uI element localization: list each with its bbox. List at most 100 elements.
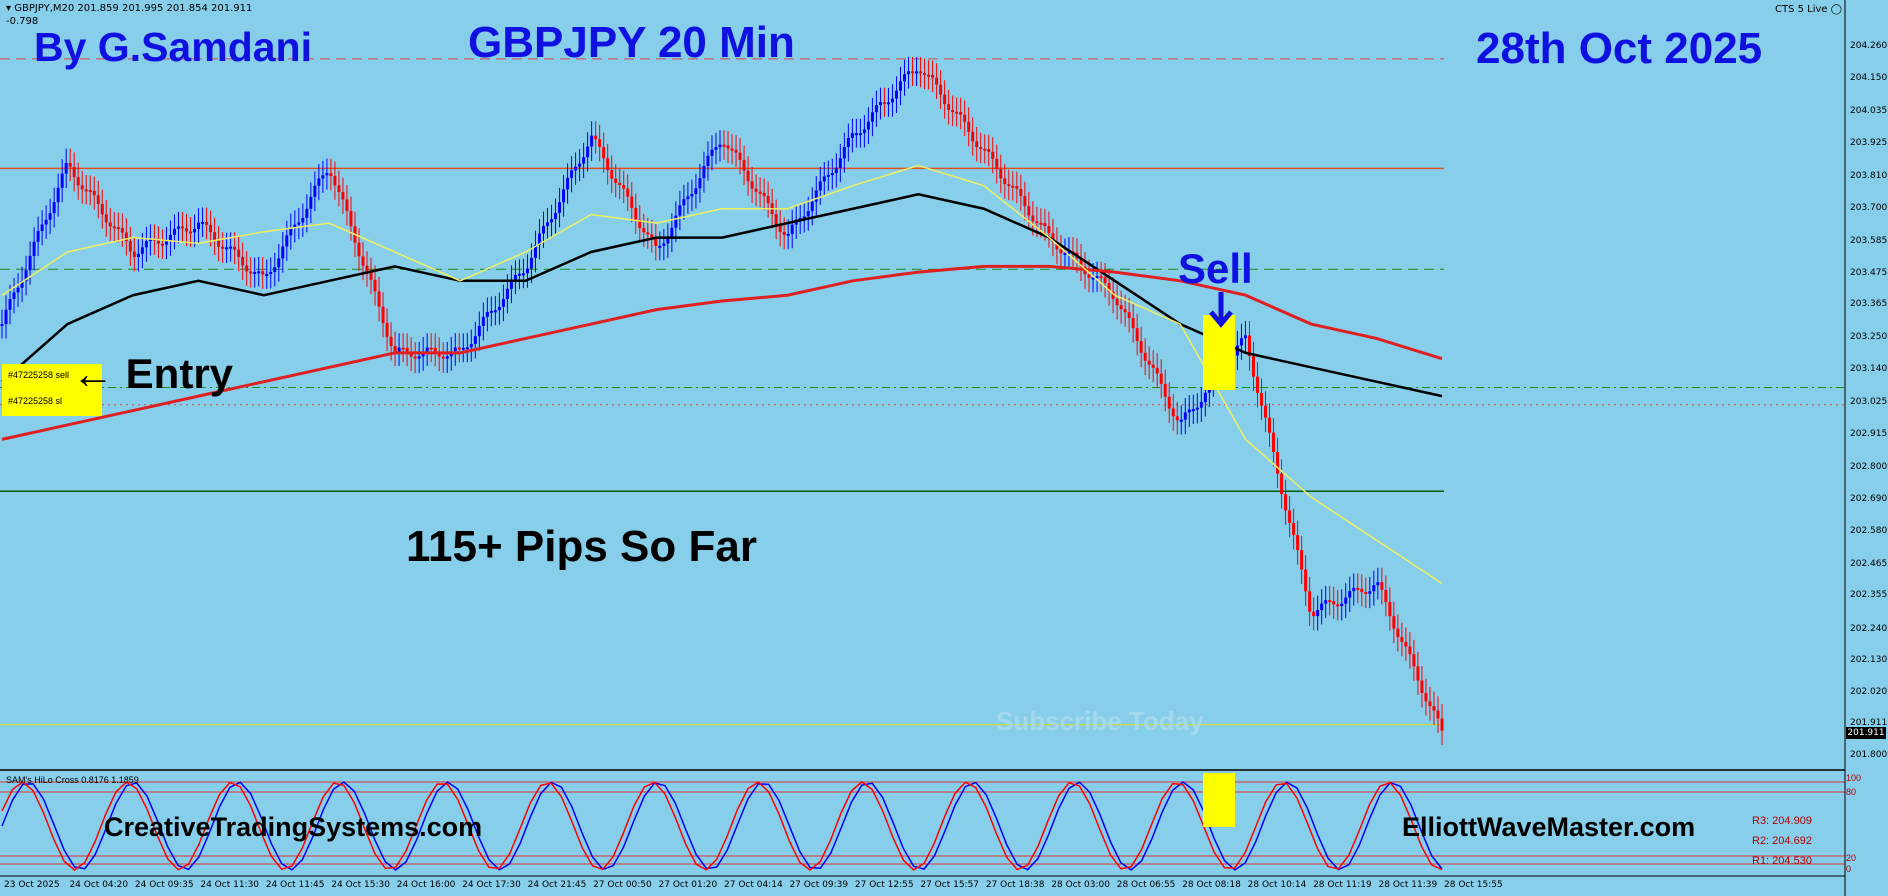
- bear-bar-body: [626, 188, 630, 197]
- bear-bar-body: [1055, 241, 1059, 250]
- bear-bar-body: [1103, 277, 1107, 284]
- time-tick-label: 28 Oct 11:19: [1313, 880, 1372, 890]
- bear-bar-body: [345, 199, 349, 211]
- bull-bar-body: [297, 222, 301, 225]
- bear-bar-body: [337, 185, 341, 193]
- bull-bar-body: [12, 292, 16, 299]
- bear-bar-body: [221, 246, 225, 249]
- bear-bar-body: [1007, 184, 1011, 187]
- bull-bar-body: [850, 133, 854, 139]
- price-tick-label: 203.365: [1850, 299, 1888, 310]
- bull-bar-body: [1091, 277, 1095, 280]
- bear-bar-body: [1043, 223, 1047, 227]
- bull-bar-body: [64, 163, 68, 174]
- time-tick-label: 24 Oct 11:45: [265, 880, 325, 890]
- bear-bar-body: [762, 192, 766, 196]
- bear-bar-body: [1380, 582, 1384, 590]
- bear-bar-body: [241, 256, 245, 266]
- website-left[interactable]: CreativeTradingSystems.com: [104, 812, 483, 842]
- bear-bar-body: [349, 210, 353, 227]
- bull-bar-body: [666, 237, 670, 244]
- bull-bar-body: [313, 185, 317, 197]
- bear-bar-body: [1171, 408, 1175, 417]
- bull-bar-body: [4, 309, 8, 325]
- bear-bar-body: [959, 112, 963, 115]
- bull-bar-body: [578, 163, 582, 167]
- bear-bar-body: [1015, 186, 1019, 189]
- bull-bar-body: [225, 247, 229, 250]
- bear-bar-body: [1019, 188, 1023, 197]
- bear-bar-body: [1424, 693, 1428, 702]
- bull-bar-body: [842, 147, 846, 159]
- bull-bar-body: [277, 258, 281, 268]
- price-tick-label: 203.475: [1850, 267, 1888, 278]
- bear-bar-body: [1408, 646, 1412, 655]
- symbol-info: ▾ GBPJPY,M20 201.859 201.995 201.854 201…: [6, 3, 253, 14]
- sub-value: -0.798: [6, 16, 39, 27]
- bear-bar-body: [951, 110, 955, 113]
- bear-bar-body: [1175, 416, 1179, 421]
- bear-bar-body: [1296, 535, 1300, 551]
- bull-bar-body: [0, 324, 4, 327]
- bull-bar-body: [874, 105, 878, 113]
- oscillator-line: [1, 781, 1443, 871]
- moving-average-line: [1, 193, 1443, 398]
- bear-bar-body: [377, 291, 381, 307]
- bear-bar-body: [413, 356, 417, 359]
- bull-bar-body: [806, 211, 810, 217]
- bull-bar-body: [148, 238, 152, 242]
- bull-bar-body: [903, 74, 907, 82]
- broker-label: CTS 5 Live ◯: [1775, 4, 1842, 15]
- bull-bar-body: [321, 175, 325, 179]
- r3-label: R3: 204.909: [1752, 815, 1812, 827]
- bear-bar-body: [249, 271, 253, 274]
- bear-bar-body: [160, 243, 164, 246]
- author-title: By G.Samdani: [34, 24, 312, 70]
- price-tick-label: 203.025: [1850, 397, 1888, 408]
- bear-bar-body: [1312, 611, 1316, 617]
- price-tick-label: 202.130: [1850, 655, 1888, 666]
- bull-bar-body: [525, 268, 529, 274]
- bull-bar-body: [846, 138, 850, 148]
- bear-bar-body: [68, 163, 72, 167]
- bull-bar-body: [1344, 597, 1348, 604]
- bull-bar-body: [862, 129, 866, 134]
- price-tick-label: 202.915: [1850, 429, 1888, 440]
- bull-bar-body: [718, 144, 722, 148]
- bear-bar-body: [233, 246, 237, 250]
- bear-bar-body: [943, 94, 947, 105]
- bear-bar-body: [1035, 221, 1039, 224]
- r1-label: R1: 204.530: [1752, 855, 1812, 867]
- bear-bar-body: [638, 219, 642, 229]
- time-tick-label: 24 Oct 04:20: [69, 880, 129, 890]
- osc-level-100: 100: [1846, 773, 1862, 783]
- bear-bar-body: [1155, 367, 1159, 374]
- bear-bar-body: [245, 265, 249, 272]
- bull-bar-body: [257, 271, 261, 274]
- bear-bar-body: [217, 240, 221, 247]
- bear-bar-body: [333, 175, 337, 186]
- bull-bar-body: [1063, 252, 1067, 255]
- bull-bar-body: [477, 325, 481, 337]
- bear-bar-body: [1428, 701, 1432, 707]
- price-tick-label: 203.700: [1850, 202, 1888, 213]
- bear-bar-body: [76, 177, 80, 186]
- bear-bar-body: [373, 279, 377, 292]
- bull-bar-body: [1095, 276, 1099, 279]
- bear-bar-body: [1111, 291, 1115, 299]
- bear-bar-body: [72, 166, 76, 178]
- bear-bar-body: [1284, 494, 1288, 511]
- bear-bar-body: [750, 181, 754, 189]
- order-label-sell: #47225258 sell: [8, 370, 70, 380]
- bull-bar-body: [20, 281, 24, 288]
- bull-bar-body: [229, 246, 233, 249]
- bull-bar-body: [706, 155, 710, 167]
- time-tick-label: 27 Oct 15:57: [920, 880, 980, 890]
- bear-bar-body: [104, 214, 108, 223]
- website-right[interactable]: ElliottWaveMaster.com: [1402, 812, 1696, 842]
- price-tick-label: 202.240: [1850, 623, 1888, 634]
- bear-bar-body: [1087, 274, 1091, 278]
- sell-label: Sell: [1178, 245, 1253, 292]
- bear-bar-body: [1119, 305, 1123, 310]
